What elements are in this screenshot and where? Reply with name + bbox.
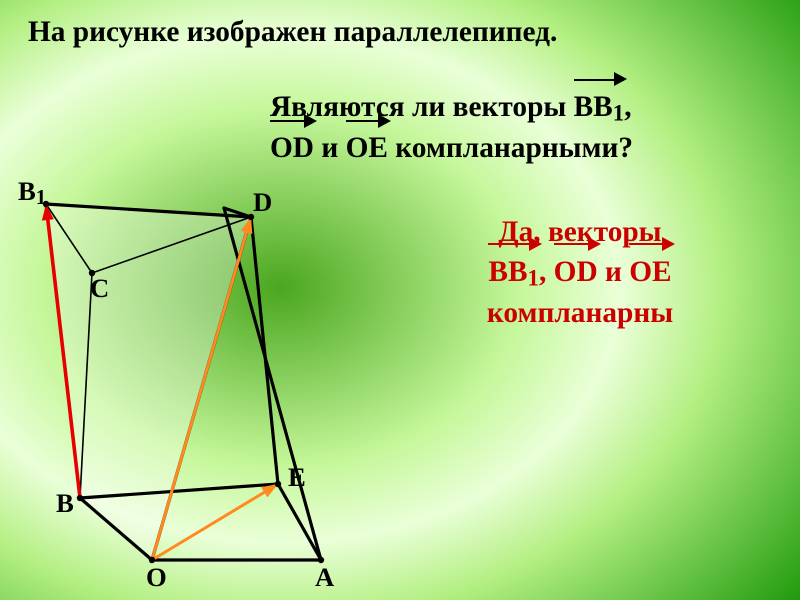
vertex-label-A: А — [315, 562, 334, 593]
parallelepiped-diagram: ОАВЕСDВ1 — [20, 160, 380, 580]
content-layer: На рисунке изображен параллелепипед. Явл… — [0, 0, 800, 600]
title-text: На рисунке изображен параллелепипед. — [28, 16, 557, 49]
question-text: Являются ли векторы ВВ1,OD и ОЕ комплана… — [270, 88, 750, 169]
vertex-label-B: В — [56, 488, 74, 519]
vertex-label-D: D — [253, 187, 272, 218]
vertex-label-B1: В1 — [18, 176, 46, 210]
vertex-label-E: Е — [288, 462, 306, 493]
stage: На рисунке изображен параллелепипед. Явл… — [0, 0, 800, 600]
diagram-svg — [20, 160, 380, 580]
answer-text: Да, векторыВВ1, OD и ОЕкомпланарны — [430, 213, 730, 334]
vertex-label-C: С — [90, 273, 109, 304]
vertex-label-O: О — [146, 562, 167, 593]
